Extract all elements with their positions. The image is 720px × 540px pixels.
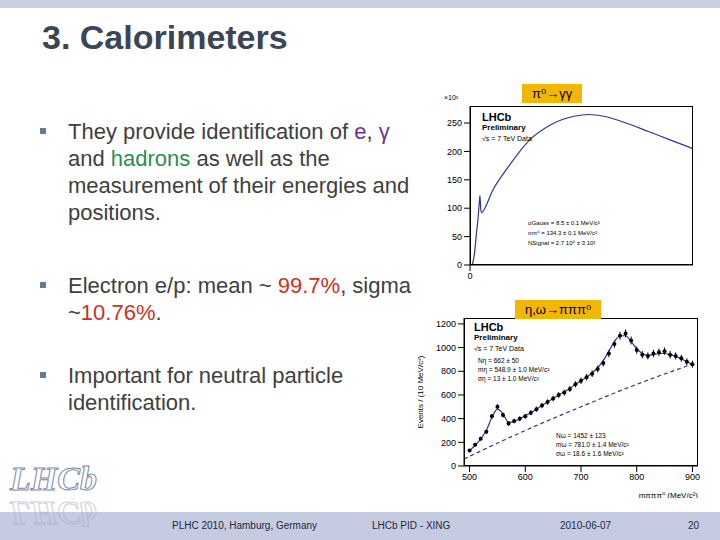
html-text:π⁰→γγ: π⁰→γγ [532,86,573,101]
html-text:3. Calorimeters: 3. Calorimeters [42,18,288,56]
svg-text:800: 800 [629,472,644,482]
html-text:mπ⁰ = 134.3 ± 0.1 MeV/c²: mπ⁰ = 134.3 ± 0.1 MeV/c² [528,230,597,236]
svg-text:200: 200 [447,147,462,157]
svg-text:1000: 1000 [436,343,456,353]
html-text:NSignal = 2.7 10⁵ ± 3 10³: NSignal = 2.7 10⁵ ± 3 10³ [528,240,596,246]
svg-text:700: 700 [573,472,588,482]
html-text:2010-06-07: 2010-06-07 [560,520,612,531]
svg-text:400: 400 [441,414,456,424]
html-text:LHCb: LHCb [474,321,504,333]
svg-text:50: 50 [452,232,462,242]
svg-text:800: 800 [441,366,456,376]
svg-text:900: 900 [685,472,700,482]
html-text:LHCb: LHCb [482,111,512,123]
html-text:mω = 781.0 ± 1.4 MeV/c²: mω = 781.0 ± 1.4 MeV/c² [556,441,629,448]
svg-text:Events / (10 MeV/c²): Events / (10 MeV/c²) [418,355,425,428]
svg-text:0: 0 [451,461,456,471]
html-text:Electron e/p: mean ~ 99.7%, si: Electron e/p: mean ~ 99.7%, sigma ~ 10.7… [68,273,411,325]
svg-text:250: 250 [447,118,462,128]
html-text:√s = 7 TeV Data: √s = 7 TeV Data [482,135,532,142]
svg-text:600: 600 [518,472,533,482]
html-text:PLHC 2010, Hamburg, Germany: PLHC 2010, Hamburg, Germany [172,520,318,531]
svg-text:1200: 1200 [436,319,456,329]
svg-text:100: 100 [447,203,462,213]
html-text:ση = 13 ± 1.0 MeV/c²: ση = 13 ± 1.0 MeV/c² [478,375,539,382]
html-text:Nη = 662 ± 50: Nη = 662 ± 50 [478,357,519,364]
html-text:mη = 548.9 ± 1.0 MeV/c²: mη = 548.9 ± 1.0 MeV/c² [478,366,550,373]
svg-text:150: 150 [447,175,462,185]
html-text:Nω = 1452 ± 123: Nω = 1452 ± 123 [556,432,606,439]
html-text:Preliminary: Preliminary [474,333,518,342]
html-text:LHCb PID - XING: LHCb PID - XING [372,520,451,531]
svg-text:mπππ⁰ (MeV/c²): mπππ⁰ (MeV/c²) [639,491,699,498]
html-text:Preliminary: Preliminary [482,123,526,132]
html-text:and hadrons as well as the mea: and hadrons as well as the measurement o… [68,146,410,225]
html-text:LHCb: LHCb [10,495,97,532]
svg-text:0: 0 [457,260,462,270]
html-text:Important for neutral particle: Important for neutral particle identific… [68,363,344,415]
html-text:×10³: ×10³ [444,94,459,101]
svg-text:200: 200 [441,438,456,448]
html-text:σω = 18.6 ± 1.6 MeV/c²: σω = 18.6 ± 1.6 MeV/c² [556,450,624,457]
svg-text:600: 600 [441,390,456,400]
html-text:η,ω→πππ⁰: η,ω→πππ⁰ [525,302,592,317]
html-text:20: 20 [688,520,700,531]
html-text:They provide identification of: They provide identification of e, γ [68,119,390,144]
html-text:√s = 7 TeV Data: √s = 7 TeV Data [474,345,524,352]
html-text:σGauss = 8.5 ± 0.1 MeV/c²: σGauss = 8.5 ± 0.1 MeV/c² [528,220,600,226]
svg-text:0: 0 [467,271,472,281]
html-text:LHCb: LHCb [10,460,97,497]
svg-text:500: 500 [462,472,477,482]
